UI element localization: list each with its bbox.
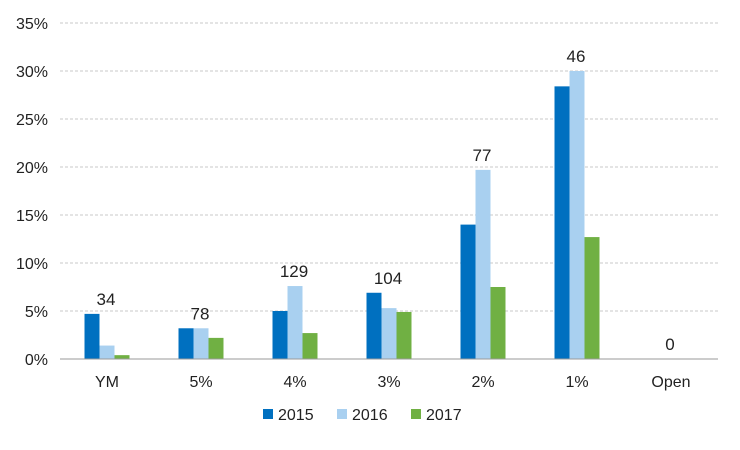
category-labels: YM 5% 4% 3% 2% 1% Open [95, 374, 691, 391]
bar-2016-2% [475, 169, 491, 359]
legend-swatch-2017 [411, 409, 421, 419]
x-category-label: 5% [189, 374, 212, 391]
data-label: 0 [665, 335, 674, 354]
data-label: 46 [567, 47, 586, 66]
x-category-label: 4% [283, 374, 306, 391]
legend: 2015 2016 2017 [263, 407, 462, 424]
y-tick-label: 0% [25, 352, 48, 369]
y-tick-label: 25% [16, 112, 48, 129]
bar-2015-YM [84, 313, 100, 359]
data-label: 34 [97, 290, 116, 309]
bar-2016-4% [287, 286, 303, 359]
bar-2015-3% [366, 292, 382, 359]
y-tick-label: 35% [16, 16, 48, 33]
x-category-label: 2% [471, 374, 494, 391]
bar-2017-4% [302, 333, 318, 359]
bar-2017-3% [396, 311, 412, 359]
legend-swatch-2016 [337, 409, 347, 419]
data-labels: 34 78 129 104 77 46 0 [97, 47, 675, 354]
y-tick-label: 15% [16, 208, 48, 225]
bar-2016-YM [99, 345, 115, 359]
bar-2017-YM [114, 355, 130, 359]
bar-2016-3% [381, 308, 397, 359]
x-category-label: YM [95, 374, 119, 391]
bar-2017-5% [208, 337, 224, 359]
bars [84, 71, 600, 360]
y-tick-label: 5% [25, 304, 48, 321]
legend-swatch-2015 [263, 409, 273, 419]
x-category-label: Open [651, 374, 690, 391]
bar-2017-2% [490, 287, 506, 359]
x-category-label: 1% [565, 374, 588, 391]
legend-label: 2015 [278, 407, 314, 424]
bar-2015-1% [554, 86, 570, 360]
y-axis-tick-labels: 0% 5% 10% 15% 20% 25% 30% 35% [16, 16, 48, 369]
bar-2015-4% [272, 311, 288, 359]
bar-2016-5% [193, 328, 209, 359]
bar-2016-1% [569, 71, 585, 359]
bar-2015-5% [178, 328, 194, 359]
bar-2017-1% [584, 237, 600, 359]
y-tick-label: 20% [16, 160, 48, 177]
legend-label: 2016 [352, 407, 388, 424]
data-label: 78 [191, 304, 210, 323]
data-label: 104 [374, 269, 402, 288]
data-label: 129 [280, 262, 308, 281]
data-label: 77 [473, 146, 492, 165]
y-tick-label: 10% [16, 256, 48, 273]
x-category-label: 3% [377, 374, 400, 391]
y-tick-label: 30% [16, 64, 48, 81]
bar-2015-2% [460, 224, 476, 359]
legend-label: 2017 [426, 407, 462, 424]
